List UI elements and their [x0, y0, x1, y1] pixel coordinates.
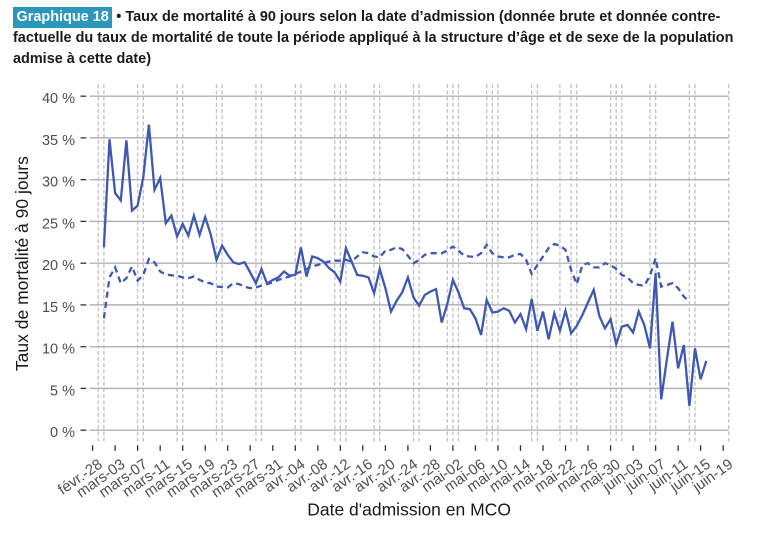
svg-text:40 %: 40 %	[42, 91, 75, 107]
svg-text:30 %: 30 %	[42, 175, 75, 191]
svg-text:10 %: 10 %	[42, 342, 75, 358]
svg-text:15 %: 15 %	[42, 300, 75, 316]
svg-text:35 %: 35 %	[42, 133, 75, 149]
svg-text:Date d'admission en MCO: Date d'admission en MCO	[307, 500, 511, 520]
svg-text:0 %: 0 %	[50, 425, 75, 441]
svg-text:20 %: 20 %	[42, 258, 75, 274]
svg-text:Taux de mortalité à 90 jours: Taux de mortalité à 90 jours	[12, 156, 32, 371]
svg-text:25 %: 25 %	[42, 216, 75, 232]
svg-text:5 %: 5 %	[50, 383, 75, 399]
